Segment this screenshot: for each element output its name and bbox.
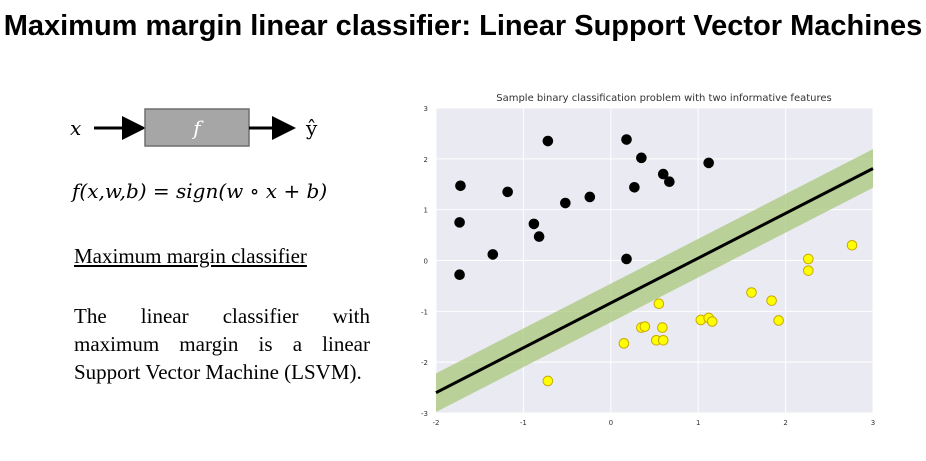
class1-point (706, 316, 718, 327)
y-tick-label: 2 (424, 156, 428, 164)
class0-point (454, 269, 465, 281)
classifier-formula: f(x,w,b) = sign(w ∘ x + b) (72, 179, 328, 203)
body-paragraph: The linear classifier with maximum margi… (74, 304, 370, 384)
class1-point (746, 287, 757, 298)
class1-point (766, 295, 777, 306)
x-tick-label: -2 (433, 419, 440, 427)
class0-point (584, 191, 596, 203)
diagram-input-label: x (70, 116, 81, 140)
function-diagram: x f ŷ (60, 104, 360, 152)
class1-point (542, 375, 554, 387)
class1-point (773, 315, 784, 326)
y-tick-label: -1 (421, 308, 428, 316)
class0-point (621, 134, 632, 145)
x-tick-label: 0 (609, 419, 613, 427)
y-tick-label: -2 (421, 359, 428, 367)
class0-point (560, 197, 571, 209)
class1-point (846, 239, 858, 251)
class0-point (542, 135, 554, 147)
class1-point (657, 322, 668, 333)
class0-point (636, 152, 647, 164)
class0-point (703, 157, 714, 169)
class1-point (618, 338, 630, 349)
class0-point (455, 180, 466, 192)
scatter-plot: Sample binary classification problem wit… (398, 88, 888, 438)
decision-boundary (435, 167, 874, 395)
x-tick-label: -1 (520, 419, 527, 427)
chart-title: Sample binary classification problem wit… (496, 93, 832, 104)
class0-point (657, 168, 669, 180)
class0-point (629, 182, 640, 193)
x-tick-label: 2 (783, 419, 787, 427)
class0-point (621, 253, 632, 265)
y-tick-label: 3 (424, 105, 428, 113)
y-tick-label: -3 (421, 410, 428, 418)
class1-point (803, 265, 814, 276)
x-tick-label: 1 (696, 419, 700, 427)
class0-point (664, 176, 675, 188)
y-tick-label: 0 (424, 258, 428, 266)
class1-point (657, 335, 669, 346)
class0-point (533, 231, 545, 242)
section-subheading: Maximum margin classifier (74, 244, 307, 268)
class1-point (653, 298, 665, 310)
class0-point (454, 217, 465, 228)
class0-point (487, 249, 499, 260)
class0-point (502, 186, 513, 198)
y-tick-label: 1 (424, 207, 428, 215)
class1-point (803, 253, 814, 265)
class0-point (528, 218, 540, 230)
class1-point (639, 321, 651, 332)
x-tick-label: 3 (871, 419, 875, 427)
diagram-output-label: ŷ (305, 116, 318, 140)
slide-title: Maximum margin linear classifier: Linear… (3, 10, 923, 42)
